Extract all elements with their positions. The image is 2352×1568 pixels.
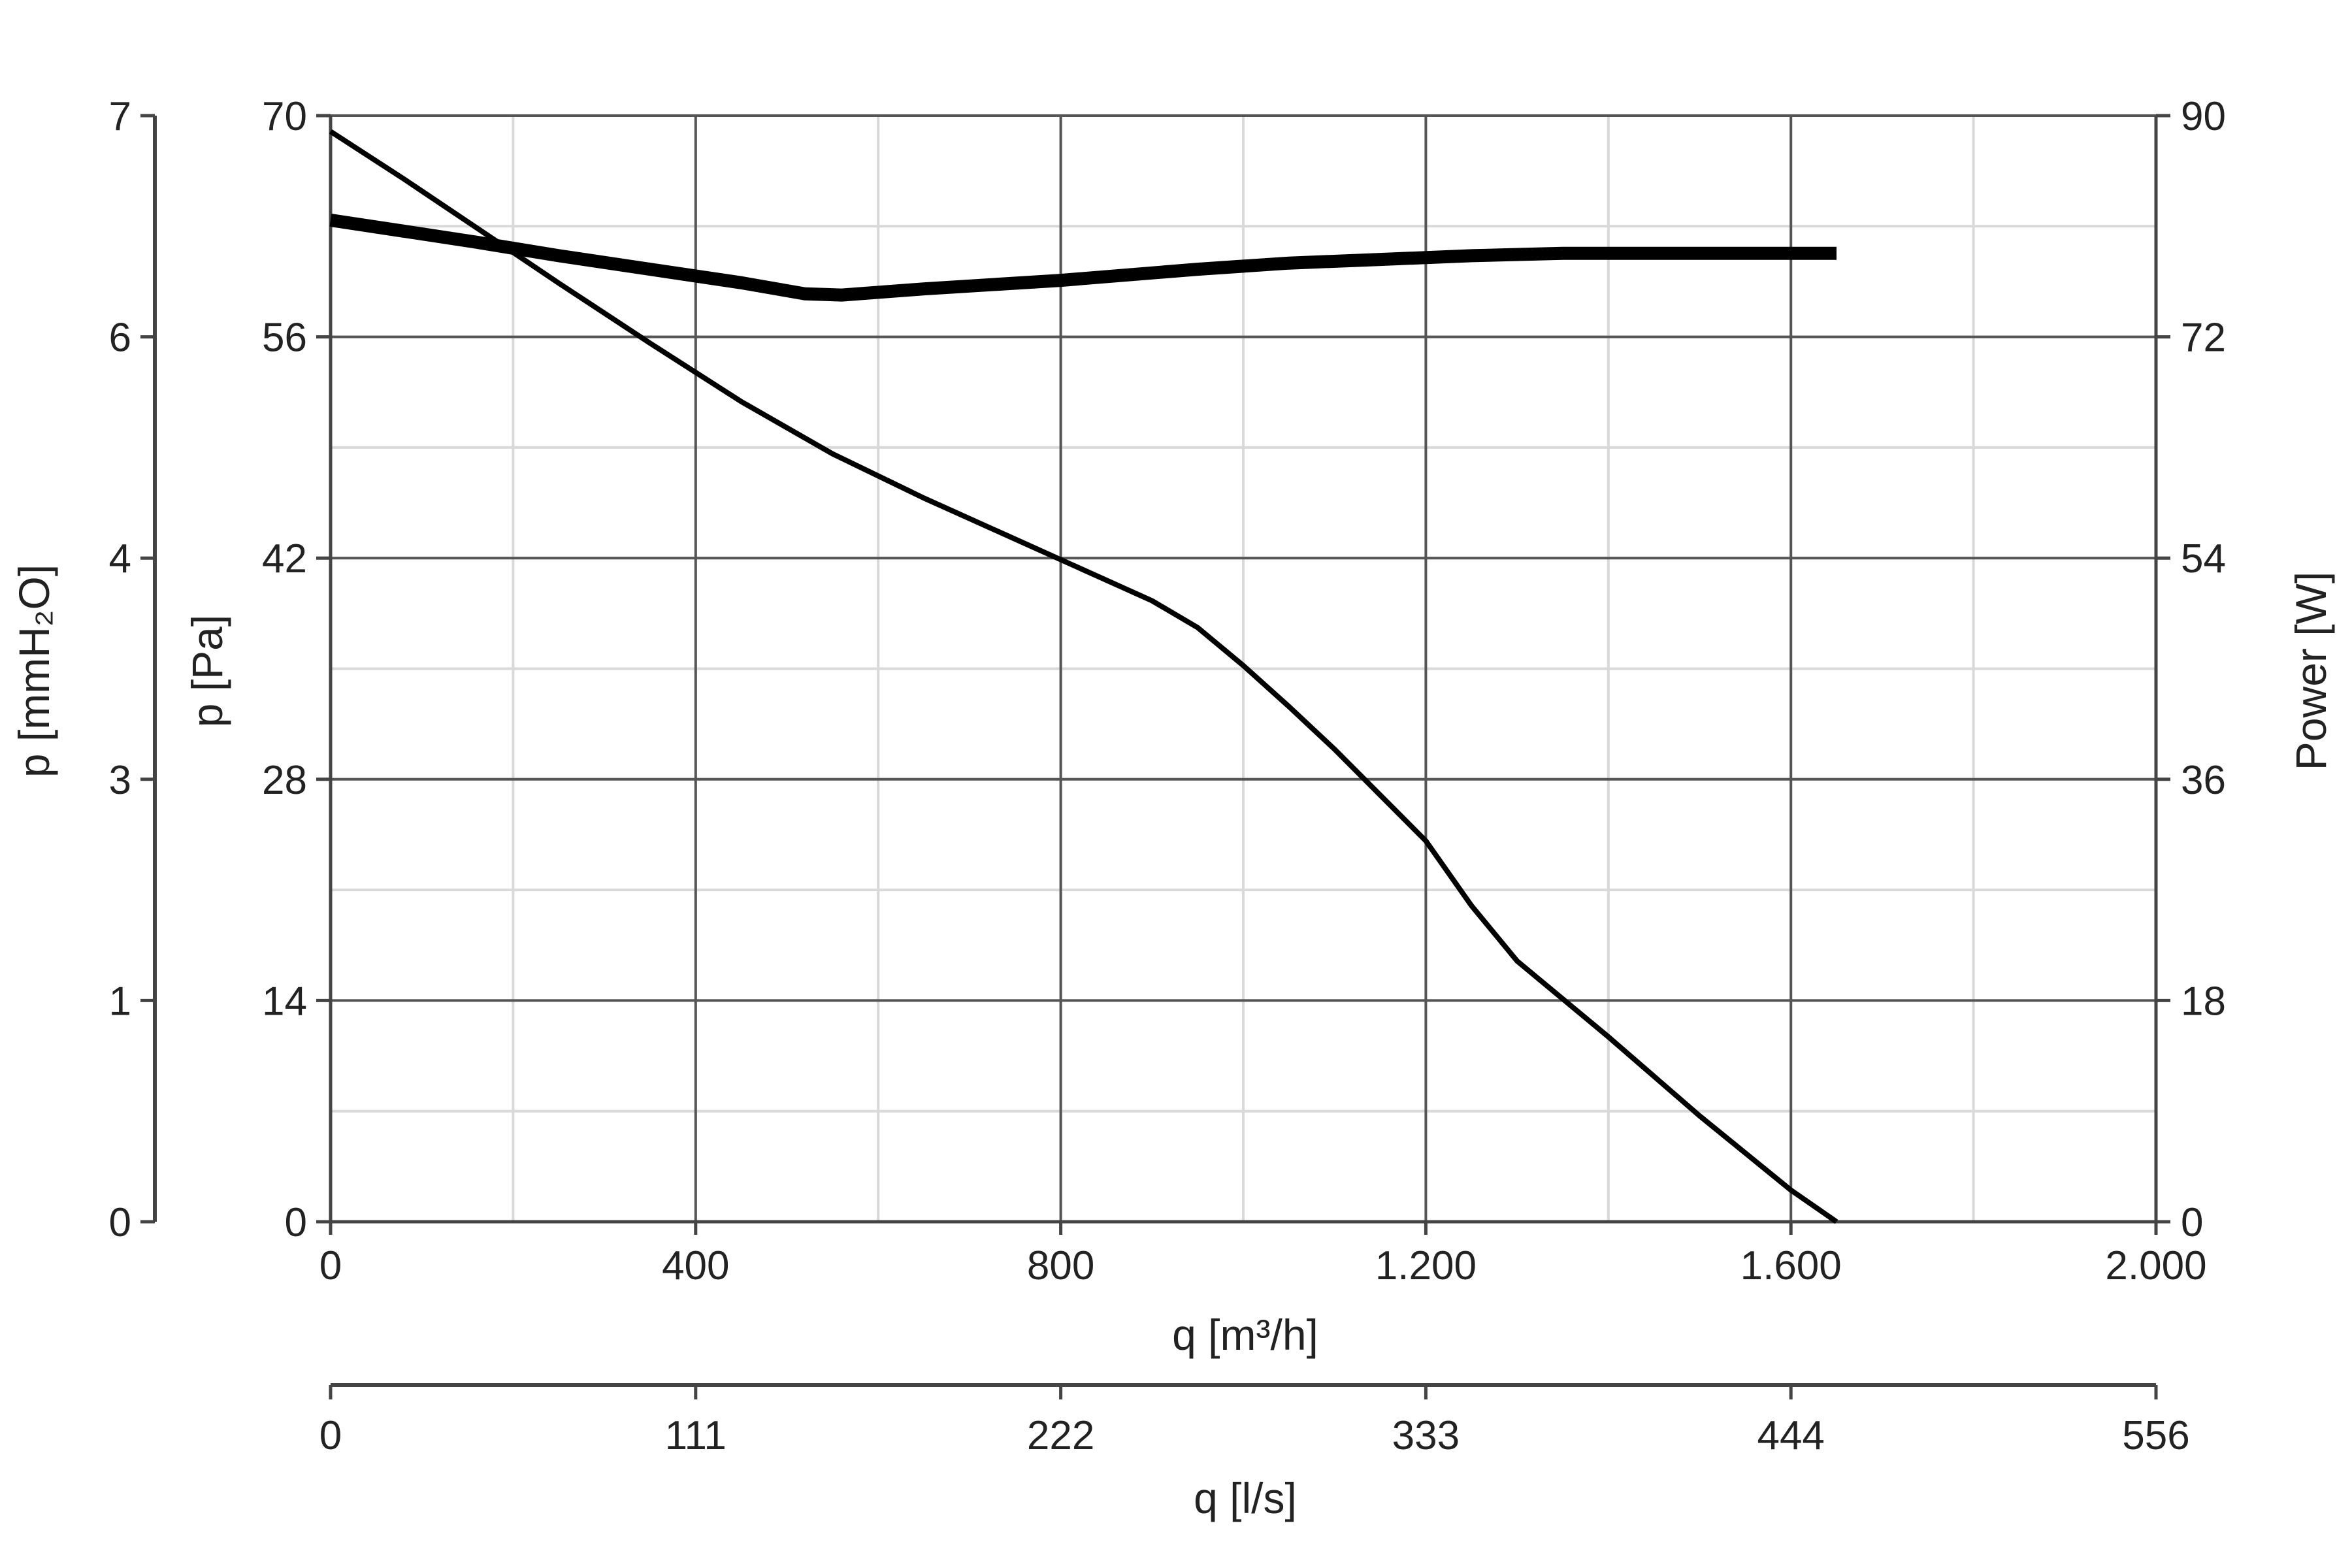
y2-tick-label: 72 xyxy=(2181,316,2226,361)
x2-tick-label: 444 xyxy=(1757,1413,1824,1458)
y-tick-label: 42 xyxy=(262,536,307,581)
x2-tick-label: 111 xyxy=(665,1413,727,1458)
x2-tick-label: 0 xyxy=(319,1413,342,1458)
x-tick-label: 1.600 xyxy=(1740,1243,1842,1288)
y-outer-tick-label: 6 xyxy=(109,316,131,361)
x-tick-label: 2.000 xyxy=(2105,1243,2206,1288)
y-tick-label: 0 xyxy=(285,1200,307,1245)
x-tick-label: 1.200 xyxy=(1375,1243,1477,1288)
x-tick-label: 800 xyxy=(1027,1243,1094,1288)
y-tick-label: 56 xyxy=(262,316,307,361)
x2-axis-title: q [l/s] xyxy=(1194,1474,1297,1522)
y-outer-tick-label: 3 xyxy=(109,758,131,803)
x-tick-label: 400 xyxy=(662,1243,729,1288)
y-tick-label: 28 xyxy=(262,758,307,803)
pressure-curve xyxy=(329,129,1838,1224)
x2-tick-label: 556 xyxy=(2122,1413,2189,1458)
y-outer-tick-label: 4 xyxy=(109,536,131,581)
x2-tick-label: 333 xyxy=(1392,1413,1460,1458)
y-outer-tick-label: 7 xyxy=(109,94,131,139)
y-tick-label: 14 xyxy=(262,979,307,1024)
x-axis-title: q [m³/h] xyxy=(1172,1311,1318,1359)
y2-tick-label: 36 xyxy=(2181,758,2226,803)
y-outer-axis-title: p [mmH₂O] xyxy=(10,564,58,777)
x2-tick-label: 222 xyxy=(1027,1413,1094,1458)
y2-tick-label: 0 xyxy=(2181,1200,2203,1245)
tick-labels: 0014128342456670701836547290004001118002… xyxy=(109,94,2226,1458)
y-outer-tick-label: 0 xyxy=(109,1200,131,1245)
y2-tick-label: 18 xyxy=(2181,979,2226,1024)
y2-tick-label: 90 xyxy=(2181,94,2226,139)
y-tick-label: 70 xyxy=(262,94,307,139)
y2-axis-title: Power [W] xyxy=(2287,572,2335,770)
x-tick-label: 0 xyxy=(319,1243,342,1288)
power-curve xyxy=(329,214,1837,302)
y-axis-title: p [Pa] xyxy=(183,615,231,727)
data-series xyxy=(329,129,1838,1224)
y2-tick-label: 54 xyxy=(2181,536,2226,581)
axes xyxy=(140,114,2170,1399)
y-outer-tick-label: 1 xyxy=(109,979,131,1024)
